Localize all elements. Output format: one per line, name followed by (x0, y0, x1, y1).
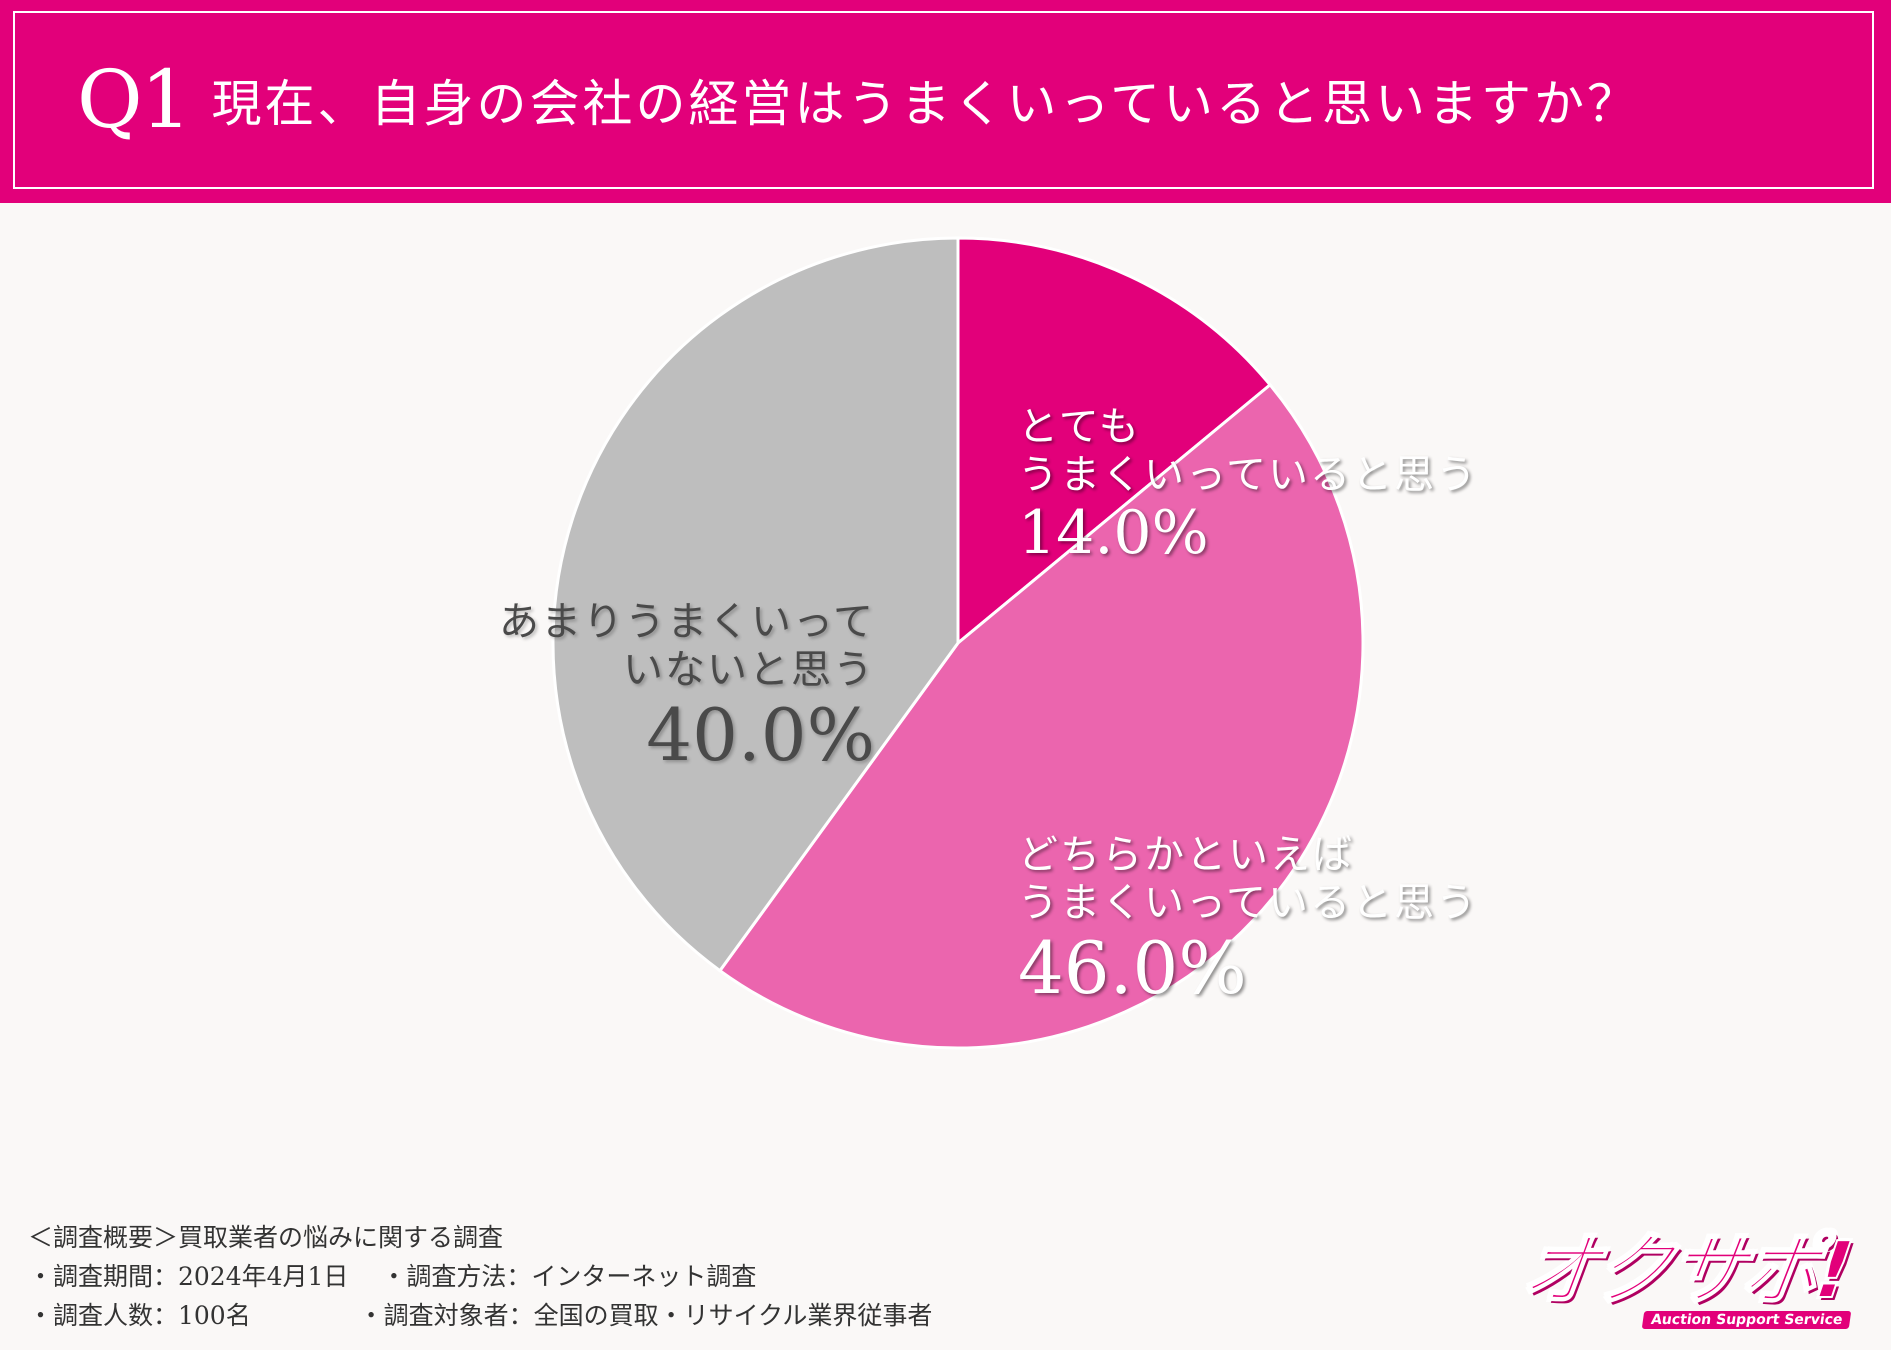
pie-slice-very-well (956, 236, 1273, 647)
pie-chart: とても うまくいっていると思う 14.0% どちらかといえば うまくいっていると… (0, 203, 1891, 1203)
header-frame: Q1 現在、自身の会社の経営はうまくいっていると思いますか？ (13, 11, 1874, 189)
brand-logo-text: オクサポ! (1515, 1225, 1856, 1317)
slice-value-label: 46.0% (1018, 926, 1247, 1010)
slice-label-line2: うまくいっていると思う (1018, 880, 1478, 926)
survey-summary: ＜調査概要＞買取業者の悩みに関する調査 ・調査期間：2024年4月1日 ・調査方… (28, 1218, 1228, 1335)
brand-logo-subtitle: Auction Support Service (1641, 1311, 1852, 1329)
question-title: 現在、自身の会社の経営はうまくいっていると思いますか？ (211, 75, 1640, 133)
slice-label-very-well: とても うまくいっていると思う 14.0% (1018, 403, 1478, 568)
slice-label-line1: あまりうまくいって (499, 599, 875, 645)
slice-label-line1: とても (1018, 404, 1141, 450)
survey-period-method: ・調査期間：2024年4月1日 ・調査方法：インターネット調査 (28, 1262, 757, 1291)
slice-label-line2: いないと思う (623, 647, 875, 693)
slice-label-line2: うまくいっていると思う (1018, 452, 1478, 498)
slice-value-label: 14.0% (1018, 498, 1209, 568)
pie-slice-not-well (551, 236, 960, 973)
slice-label-not-well: あまりうまくいって いないと思う 40.0% (420, 598, 875, 777)
pie-chart-svg (551, 236, 1365, 1050)
slice-value-label: 40.0% (646, 693, 875, 777)
slice-label-somewhat-well: どちらかといえば うまくいっていると思う 46.0% (1018, 831, 1478, 1010)
pie-slice-somewhat-well (717, 382, 1365, 1050)
brand-logo: オクサポ! Auction Support Service (1515, 1225, 1855, 1337)
survey-count-target: ・調査人数：100名 ・調査対象者：全国の買取・リサイクル業界従事者 (28, 1301, 933, 1330)
question-number: Q1 (77, 53, 191, 146)
survey-summary-title: ＜調査概要＞買取業者の悩みに関する調査 (28, 1223, 504, 1252)
header-banner: Q1 現在、自身の会社の経営はうまくいっていると思いますか？ (0, 0, 1891, 203)
slice-label-line1: どちらかといえば (1018, 832, 1354, 878)
